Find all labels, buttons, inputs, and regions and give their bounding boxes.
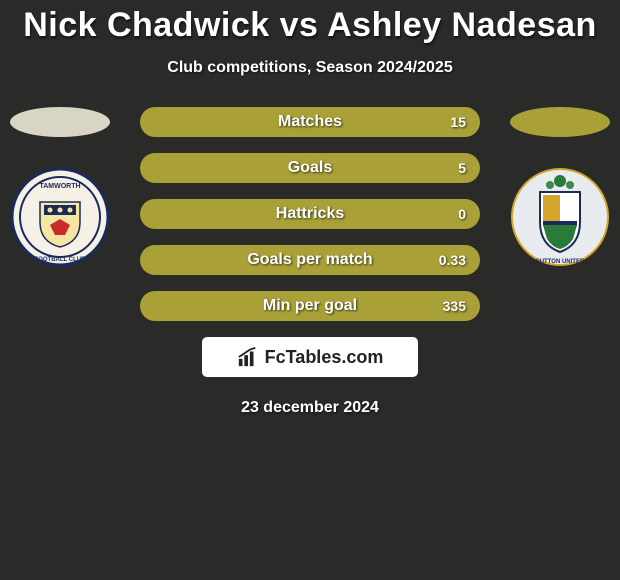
comparison-chart: TAMWORTH FOOTBALL CLUB SUTTON UNITED Mat… bbox=[0, 107, 620, 417]
left-club-crest: TAMWORTH FOOTBALL CLUB bbox=[10, 167, 110, 267]
stat-label: Matches bbox=[278, 113, 342, 131]
fctables-logo: FcTables.com bbox=[202, 337, 418, 377]
logo-text: FcTables.com bbox=[265, 347, 384, 368]
left-player-column: TAMWORTH FOOTBALL CLUB bbox=[10, 107, 110, 267]
svg-text:SUTTON UNITED: SUTTON UNITED bbox=[536, 259, 585, 265]
svg-text:TAMWORTH: TAMWORTH bbox=[39, 183, 80, 190]
tamworth-crest-icon: TAMWORTH FOOTBALL CLUB bbox=[10, 167, 110, 267]
sutton-crest-icon: SUTTON UNITED bbox=[510, 167, 610, 267]
page-title: Nick Chadwick vs Ashley Nadesan bbox=[0, 0, 620, 45]
bar-chart-icon bbox=[237, 346, 259, 368]
right-club-crest: SUTTON UNITED bbox=[510, 167, 610, 267]
subtitle: Club competitions, Season 2024/2025 bbox=[0, 59, 620, 77]
stat-bar-row: Matches 15 bbox=[140, 107, 480, 137]
stat-label: Hattricks bbox=[276, 205, 344, 223]
stat-bar-row: Hattricks 0 bbox=[140, 199, 480, 229]
stat-bar-row: Goals per match 0.33 bbox=[140, 245, 480, 275]
stat-value-right: 0 bbox=[458, 206, 466, 222]
stat-label: Goals per match bbox=[247, 251, 372, 269]
stat-bar-row: Min per goal 335 bbox=[140, 291, 480, 321]
date-label: 23 december 2024 bbox=[0, 399, 620, 417]
stat-value-right: 5 bbox=[458, 160, 466, 176]
stat-value-right: 15 bbox=[450, 114, 466, 130]
right-player-column: SUTTON UNITED bbox=[510, 107, 610, 267]
stat-label: Min per goal bbox=[263, 297, 357, 315]
stat-value-right: 0.33 bbox=[439, 252, 466, 268]
svg-text:FOOTBALL CLUB: FOOTBALL CLUB bbox=[35, 257, 87, 263]
right-player-ellipse bbox=[510, 107, 610, 137]
stat-label: Goals bbox=[288, 159, 332, 177]
stat-bar-row: Goals 5 bbox=[140, 153, 480, 183]
stat-value-right: 335 bbox=[443, 298, 466, 314]
left-player-ellipse bbox=[10, 107, 110, 137]
stat-bars: Matches 15 Goals 5 Hattricks 0 Goals per match… bbox=[140, 107, 480, 321]
